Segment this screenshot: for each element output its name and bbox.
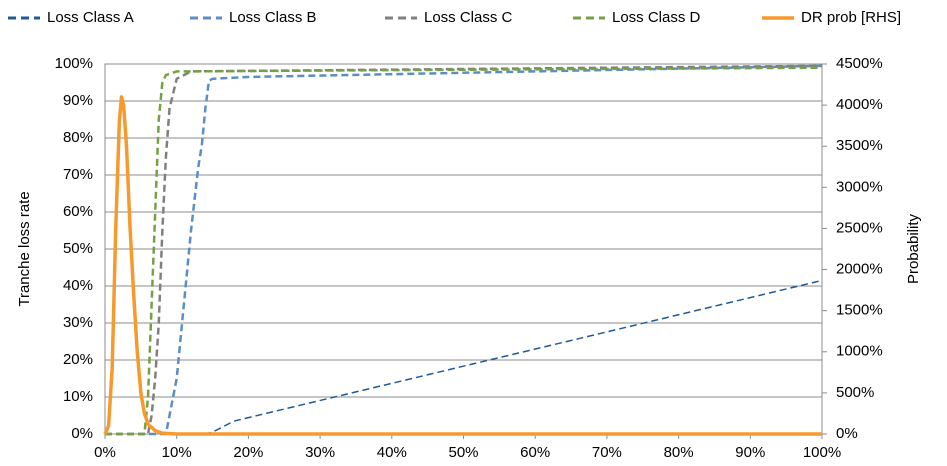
x-tick-label: 40% — [377, 444, 407, 461]
y2-tick-label: 1500% — [836, 302, 883, 319]
y2-tick-label: 4000% — [836, 96, 883, 113]
series-line — [105, 279, 823, 435]
y-tick-label: 0% — [71, 425, 93, 442]
legend-label: Loss Class B — [229, 9, 317, 26]
x-tick-label: 80% — [664, 444, 694, 461]
y2-tick-label: 1000% — [836, 343, 883, 360]
y2-tick-label: 4500% — [836, 55, 883, 72]
legend-label: Loss Class D — [612, 9, 701, 26]
legend-label: Loss Class C — [424, 9, 513, 26]
y-tick-label: 90% — [63, 92, 93, 109]
x-tick-label: 30% — [305, 444, 335, 461]
y2-tick-label: 500% — [836, 384, 874, 401]
y2-tick-label: 3000% — [836, 178, 883, 195]
x-tick-label: 50% — [448, 444, 478, 461]
x-tick-label: 90% — [735, 444, 765, 461]
y-tick-label: 70% — [63, 166, 93, 183]
series-line — [105, 64, 823, 436]
y2-axis-title: Probability — [905, 213, 922, 284]
y-tick-label: 20% — [63, 351, 93, 368]
series-line — [105, 66, 823, 436]
y-axis-title: Tranche loss rate — [16, 191, 33, 306]
y2-tick-label: 2500% — [836, 219, 883, 236]
y-tick-label: 40% — [63, 277, 93, 294]
y-tick-label: 30% — [63, 314, 93, 331]
y-tick-label: 50% — [63, 240, 93, 257]
x-tick-label: 0% — [94, 444, 116, 461]
x-tick-label: 100% — [803, 444, 841, 461]
series-line — [105, 64, 823, 436]
x-tick-label: 60% — [520, 444, 550, 461]
y2-tick-label: 2000% — [836, 261, 883, 278]
y2-tick-label: 0% — [836, 425, 858, 442]
x-tick-label: 70% — [592, 444, 622, 461]
y-tick-label: 100% — [55, 55, 93, 72]
legend-label: DR prob [RHS] — [801, 9, 901, 26]
series-line — [103, 95, 822, 436]
y-tick-label: 60% — [63, 203, 93, 220]
x-tick-label: 10% — [162, 444, 192, 461]
y2-tick-label: 3500% — [836, 137, 883, 154]
y-tick-label: 80% — [63, 129, 93, 146]
legend-label: Loss Class A — [47, 9, 134, 26]
x-tick-label: 20% — [233, 444, 263, 461]
y-tick-label: 10% — [63, 388, 93, 405]
